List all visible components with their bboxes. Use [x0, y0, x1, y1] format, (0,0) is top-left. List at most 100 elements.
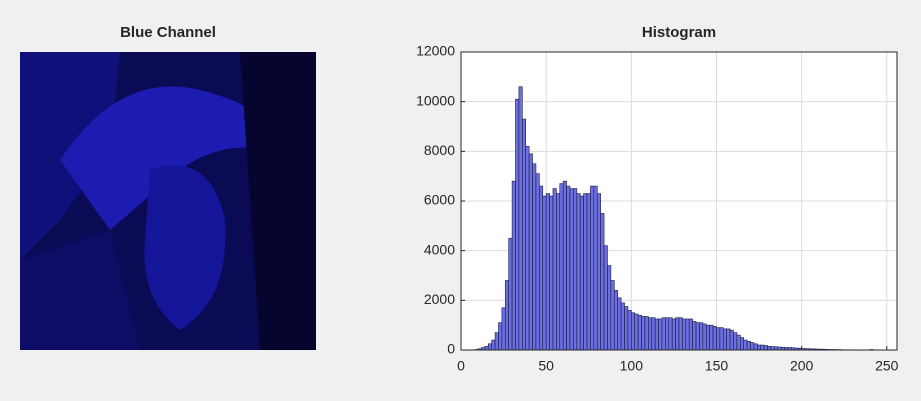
histogram-bar	[753, 343, 758, 351]
histogram-bar	[515, 98, 520, 351]
histogram-bar	[702, 323, 707, 351]
histogram-bar	[569, 188, 574, 351]
histogram-bar	[508, 237, 513, 351]
histogram-bar	[746, 341, 751, 351]
histogram-bar	[518, 86, 523, 351]
histogram-bar	[573, 188, 578, 351]
histogram-bar	[545, 193, 550, 351]
histogram-bar	[603, 245, 608, 351]
histogram-bar	[631, 312, 636, 351]
histogram-bar	[579, 195, 584, 351]
blue-channel-image	[20, 52, 316, 350]
histogram-bar	[695, 322, 700, 351]
histogram-bar	[511, 180, 516, 351]
histogram-bar	[729, 329, 734, 351]
histogram-bar	[552, 188, 557, 351]
histogram-bar	[556, 193, 561, 351]
y-tick-label: 8000	[424, 142, 455, 158]
histogram-bar	[750, 342, 755, 351]
x-tick-label: 150	[705, 358, 729, 374]
plot-frame	[460, 51, 898, 351]
x-tick-label: 0	[457, 358, 465, 374]
histogram-bar	[491, 339, 496, 351]
histogram-bar	[487, 343, 492, 351]
histogram-bar	[610, 280, 615, 351]
histogram-bar	[494, 332, 499, 351]
histogram-bar	[522, 118, 527, 351]
histogram-bar	[600, 213, 605, 351]
y-tick-label: 12000	[416, 43, 455, 59]
y-tick-label: 10000	[416, 92, 455, 108]
histogram-bar	[726, 328, 731, 351]
histogram-bar	[535, 173, 540, 351]
histogram-bar	[528, 153, 533, 351]
histogram-bar	[620, 302, 625, 351]
y-tick-label: 2000	[424, 291, 455, 307]
histogram-bar	[627, 309, 632, 351]
x-tick-label: 250	[875, 358, 899, 374]
histogram-bar	[733, 332, 738, 351]
histogram-bar	[484, 345, 489, 351]
histogram-bar	[583, 193, 588, 351]
image-shoulder	[20, 230, 140, 350]
histogram-bar	[596, 193, 601, 351]
y-tick-label: 6000	[424, 192, 455, 208]
histogram-bar	[590, 185, 595, 351]
histogram-bar	[763, 345, 768, 351]
histogram-bar	[586, 193, 591, 351]
histogram-bar	[562, 180, 567, 351]
histogram-bar	[658, 318, 663, 351]
histogram-bar	[709, 324, 714, 351]
x-tick-label: 50	[538, 358, 554, 374]
histogram-bar	[760, 344, 765, 351]
histogram-bar	[685, 318, 690, 351]
histogram-bar	[661, 317, 666, 351]
histogram-bar	[651, 317, 656, 351]
histogram-bar	[671, 318, 676, 351]
image-hat	[60, 86, 272, 230]
histogram-bar	[498, 322, 503, 351]
histogram-bar	[654, 318, 659, 351]
histogram-bar	[641, 316, 646, 351]
histogram-bar	[532, 163, 537, 351]
histogram-bar	[770, 346, 775, 351]
x-tick-label: 100	[620, 358, 644, 374]
image-title: Blue Channel	[120, 24, 216, 41]
histogram-bar	[668, 317, 673, 351]
histogram-bar	[501, 307, 506, 351]
y-tick-label: 0	[447, 341, 455, 357]
histogram-bar	[566, 185, 571, 351]
histogram-title: Histogram	[642, 24, 716, 41]
histogram-bar	[559, 183, 564, 351]
histogram-bar	[648, 317, 653, 351]
y-tick-label: 4000	[424, 241, 455, 257]
histogram-bar	[705, 324, 710, 351]
histogram-bar	[637, 314, 642, 351]
histogram-bar	[688, 318, 693, 351]
histogram-bar	[593, 185, 598, 351]
histogram-bar	[736, 334, 741, 351]
histogram-bar	[757, 344, 762, 351]
histogram-bar	[743, 339, 748, 351]
image-dark-region	[240, 52, 316, 350]
histogram-bar	[699, 322, 704, 351]
histogram-bar	[644, 316, 649, 351]
histogram-bar	[692, 321, 697, 351]
x-tick-label: 200	[790, 358, 814, 374]
histogram-bar	[624, 306, 629, 351]
image-face	[144, 165, 226, 330]
histogram-bar	[549, 195, 554, 351]
histogram-bar	[722, 328, 727, 351]
histogram-bar	[716, 327, 721, 351]
histogram-bar	[542, 195, 547, 351]
histogram-bar	[634, 313, 639, 351]
histogram-bar	[613, 290, 618, 351]
histogram-bar	[617, 297, 622, 351]
histogram-bar	[525, 146, 530, 351]
histogram-bar	[740, 337, 745, 351]
histogram-bar	[675, 317, 680, 351]
histogram-bar	[712, 326, 717, 351]
histogram-bar	[665, 317, 670, 351]
